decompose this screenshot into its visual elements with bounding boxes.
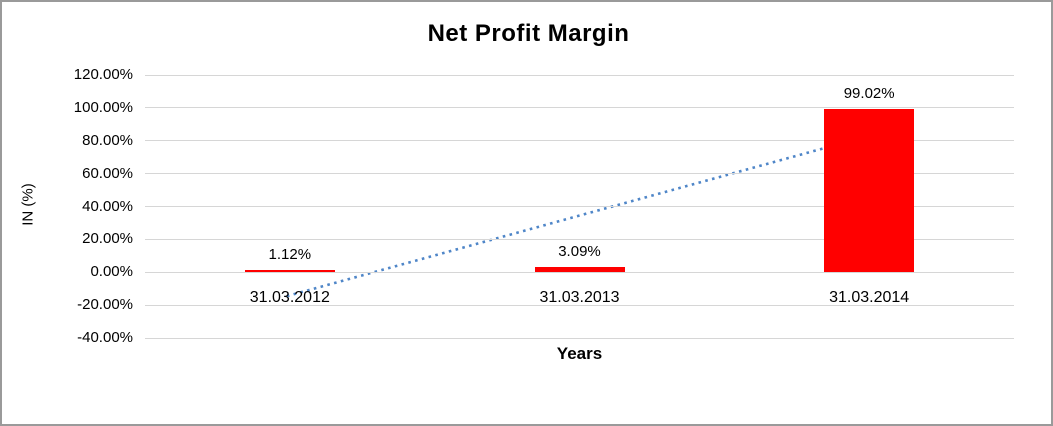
- x-category-label: 31.03.2012: [249, 289, 330, 307]
- y-gridline: [145, 304, 1014, 306]
- bar-31.03.2014: [824, 109, 915, 273]
- x-category-label: 31.03.2013: [539, 289, 620, 307]
- y-tick-label: -20.00%: [77, 296, 133, 314]
- y-tick-label: 80.00%: [82, 131, 133, 149]
- y-tick-label: 60.00%: [82, 164, 133, 182]
- y-tick-label: -40.00%: [77, 329, 133, 346]
- y-gridline: [145, 206, 1014, 207]
- y-tick-label: 20.00%: [82, 230, 133, 248]
- y-gridline: [145, 74, 1014, 76]
- y-tick-label: 40.00%: [82, 197, 133, 215]
- bar-value-label: 3.09%: [558, 243, 601, 261]
- y-gridline: [145, 271, 1014, 273]
- y-tick-label: 100.00%: [73, 98, 133, 116]
- y-tick-label: 120.00%: [73, 66, 133, 83]
- y-gridline: [145, 337, 1014, 339]
- y-gridline: [145, 140, 1014, 142]
- bar-value-label: 99.02%: [843, 85, 895, 103]
- y-gridline: [145, 173, 1014, 175]
- bar-31.03.2013: [534, 267, 625, 273]
- y-gridline: [145, 238, 1014, 240]
- y-gridline: [145, 107, 1014, 109]
- bar-31.03.2012: [244, 270, 335, 273]
- y-tick-label: 0.00%: [90, 263, 133, 281]
- chart-title: Net Profit Margin: [427, 20, 630, 47]
- y-axis-title: IN (%): [19, 183, 37, 226]
- x-axis-title: Years: [556, 344, 603, 363]
- x-category-label: 31.03.2014: [829, 289, 910, 307]
- bar-value-label: 1.12%: [268, 246, 312, 264]
